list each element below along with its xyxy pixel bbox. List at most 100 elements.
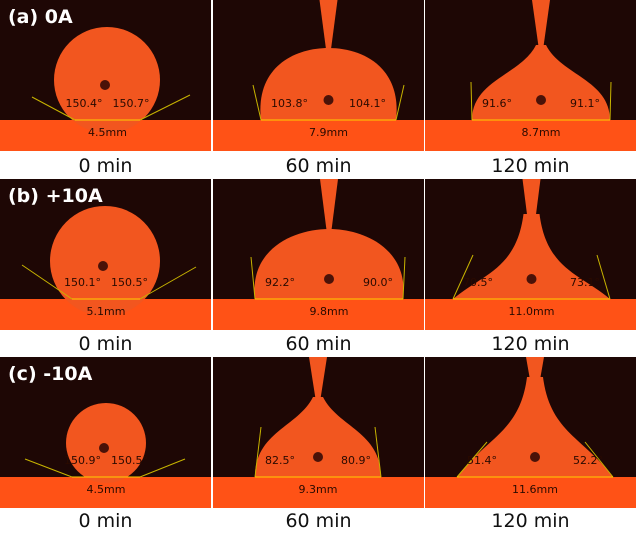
needle — [522, 179, 541, 234]
droplet-photo: 150.4° 150.7° 4.5mm (a) 0A — [0, 0, 211, 151]
right-contact-angle: 150.5° — [111, 454, 148, 467]
droplet-shadow — [313, 452, 323, 462]
droplet-image: 51.4° 52.2° 11.6mm — [425, 357, 636, 508]
right-contact-angle: 73.1° — [570, 276, 600, 289]
right-tangent-line — [584, 441, 614, 478]
droplet — [66, 403, 146, 483]
droplet — [457, 377, 613, 477]
contact-width: 7.9mm — [309, 126, 348, 139]
contact-width: 9.8mm — [310, 305, 349, 318]
substrate — [213, 477, 424, 508]
left-contact-angle: 103.8° — [271, 97, 308, 110]
droplet-photo: 150.1° 150.5° 5.1mm (b) +10A — [0, 179, 211, 330]
substrate — [425, 477, 636, 508]
droplet — [50, 206, 160, 316]
right-contact-angle: 91.1° — [570, 97, 600, 110]
droplet-image: 92.2° 90.0° 9.8mm — [213, 179, 424, 330]
droplet — [453, 214, 610, 299]
right-contact-angle: 52.2° — [573, 454, 603, 467]
right-tangent-line — [395, 84, 405, 121]
right-tangent-line — [374, 426, 382, 478]
left-tangent-line — [24, 458, 73, 478]
droplet — [255, 397, 381, 477]
droplet-shadow — [526, 274, 537, 284]
row-label: (a) 0A — [8, 6, 73, 28]
left-contact-angle: 91.6° — [482, 97, 512, 110]
droplet — [254, 229, 404, 299]
droplet-shadow — [99, 443, 109, 453]
droplet-photo: 150.9° 150.5° 4.5mm (c) -10A — [0, 357, 211, 508]
left-contact-angle: 51.4° — [467, 454, 497, 467]
needle — [309, 357, 327, 402]
left-tangent-line — [252, 84, 262, 121]
droplet-shadow — [536, 95, 546, 105]
needle — [319, 0, 338, 53]
right-contact-angle: 80.9° — [341, 454, 371, 467]
left-contact-angle: 92.2° — [265, 276, 295, 289]
droplet-image: 82.5° 80.9° 9.3mm — [213, 357, 424, 508]
contact-width: 11.0mm — [509, 305, 555, 318]
left-tangent-line — [456, 441, 488, 478]
right-tangent-line — [402, 256, 406, 300]
time-caption: 0 min — [78, 510, 133, 532]
needle — [532, 0, 550, 50]
left-contact-angle: 150.4° — [66, 97, 103, 110]
contact-width: 5.1mm — [87, 305, 126, 318]
substrate — [213, 299, 424, 330]
droplet-shadow — [100, 80, 110, 90]
substrate — [425, 299, 636, 330]
droplet — [472, 45, 610, 120]
time-caption: 120 min — [491, 155, 570, 177]
right-tangent-line — [139, 266, 197, 300]
right-contact-angle: 90.0° — [363, 276, 393, 289]
left-tangent-line — [31, 96, 76, 121]
left-tangent-line — [452, 254, 474, 300]
droplet-image: 150.1° 150.5° 5.1mm — [0, 206, 211, 330]
droplet-image: 70.5° 73.1° 11.0mm — [425, 179, 636, 330]
needle — [320, 179, 338, 234]
contact-width: 4.5mm — [88, 126, 127, 139]
left-tangent-line — [470, 81, 473, 121]
droplet-photo: 51.4° 52.2° 11.6mm — [425, 357, 636, 508]
droplet — [260, 48, 397, 120]
left-contact-angle: 82.5° — [265, 454, 295, 467]
left-contact-angle: 150.1° — [64, 276, 101, 289]
left-tangent-line — [21, 264, 73, 300]
left-tangent-line — [254, 426, 262, 478]
left-contact-angle: 70.5° — [463, 276, 493, 289]
right-tangent-line — [596, 254, 611, 300]
time-caption: 0 min — [78, 333, 133, 355]
time-caption: 60 min — [285, 333, 352, 355]
time-caption: 0 min — [78, 155, 133, 177]
time-caption: 60 min — [285, 510, 352, 532]
substrate — [213, 120, 424, 151]
left-contact-angle: 150.9° — [64, 454, 101, 467]
right-contact-angle: 150.5° — [111, 276, 148, 289]
droplet-image: 150.9° 150.5° 4.5mm — [0, 403, 211, 508]
right-tangent-line — [609, 81, 612, 121]
contact-width: 4.5mm — [87, 483, 126, 496]
droplet-photo: 91.6° 91.1° 8.7mm — [425, 0, 636, 151]
droplet-photo: 103.8° 104.1° 7.9mm — [213, 0, 424, 151]
droplet-shadow — [98, 261, 108, 271]
row-label: (c) -10A — [8, 363, 93, 385]
substrate — [425, 120, 636, 151]
right-contact-angle: 150.7° — [113, 97, 150, 110]
droplet-photo: 70.5° 73.1° 11.0mm — [425, 179, 636, 330]
droplet-image: 150.4° 150.7° 4.5mm — [0, 27, 211, 151]
droplet — [54, 27, 160, 133]
left-tangent-line — [250, 256, 256, 300]
row-label: (b) +10A — [8, 185, 103, 207]
contact-width: 11.6mm — [512, 483, 558, 496]
droplet-shadow — [530, 452, 540, 462]
droplet-image: 103.8° 104.1° 7.9mm — [213, 0, 424, 151]
contact-width: 8.7mm — [522, 126, 561, 139]
time-caption: 120 min — [491, 333, 570, 355]
droplet-photo: 82.5° 80.9° 9.3mm — [213, 357, 424, 508]
time-caption: 120 min — [491, 510, 570, 532]
contact-width: 9.3mm — [299, 483, 338, 496]
droplet-shadow — [323, 95, 334, 105]
time-caption: 60 min — [285, 155, 352, 177]
droplet-image: 91.6° 91.1° 8.7mm — [425, 0, 636, 151]
